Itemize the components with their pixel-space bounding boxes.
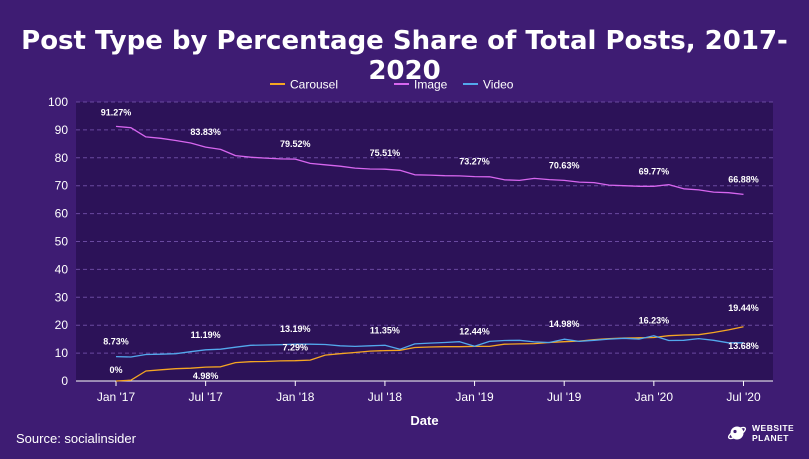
y-tick-label: 70 (55, 179, 69, 193)
x-tick-label: Jan '18 (276, 390, 315, 404)
x-tick-label: Jan '20 (635, 390, 674, 404)
data-label: 13.19% (280, 324, 311, 334)
data-label: 11.35% (370, 325, 400, 335)
x-tick-label: Jul '17 (188, 390, 223, 404)
y-tick-label: 10 (55, 346, 69, 360)
y-tick-label: 60 (55, 207, 69, 221)
legend-label-video: Video (483, 78, 514, 92)
x-tick-label: Jan '19 (455, 390, 494, 404)
data-labels: 91.27% 83.83% 79.52% 75.51% 73.27% 70.63% 69.7… (101, 107, 759, 381)
y-tick-label: 0 (61, 374, 68, 388)
data-label: 75.51% (370, 148, 401, 158)
x-tick-label: Jul '18 (368, 390, 403, 404)
data-label: 66.88% (728, 174, 759, 184)
data-label: 7.29% (283, 343, 309, 353)
series-line-carousel (115, 326, 744, 382)
legend-label-carousel: Carousel (290, 78, 338, 92)
data-label: 12.44% (459, 326, 490, 336)
y-tick-label: 80 (55, 151, 69, 165)
chart-title: Post Type by Percentage Share of Total P… (21, 26, 788, 86)
x-axis: Jan '17 Jul '17 Jan '18 Jul '18 Jan '19 Jul '… (97, 381, 761, 404)
y-axis: 0 10 20 30 40 50 60 70 80 90 100 (48, 95, 773, 388)
y-tick-label: 20 (55, 318, 69, 332)
y-tick-label: 90 (55, 123, 69, 137)
planet-logo-icon (727, 426, 747, 440)
y-tick-label: 30 (55, 290, 69, 304)
chart-legend: Carousel Image Video (270, 78, 514, 92)
data-label: 14.98% (549, 319, 580, 329)
data-label: 83.83% (190, 127, 221, 137)
series-lines (115, 125, 744, 382)
series-line-video (115, 335, 744, 358)
data-label: 4.98% (193, 371, 219, 381)
data-label: 13.68% (728, 341, 759, 351)
website-planet-logo: WEBSITE PLANET (727, 418, 805, 448)
data-label: 70.63% (549, 160, 580, 170)
x-tick-label: Jan '17 (97, 390, 136, 404)
x-tick-label: Jul '19 (547, 390, 582, 404)
data-label: 73.27% (459, 157, 490, 167)
source-note: Source: socialinsider (16, 431, 136, 446)
plot-area (76, 102, 773, 381)
x-tick-label: Jul '20 (726, 390, 761, 404)
x-axis-label: Date (410, 413, 438, 428)
series-line-image (115, 125, 744, 196)
brand-line-2: PLANET (752, 433, 789, 443)
data-label: 0% (109, 365, 122, 375)
brand-line-1: WEBSITE (752, 423, 795, 433)
data-label: 91.27% (101, 107, 132, 117)
data-label: 19.44% (728, 303, 759, 313)
data-label: 69.77% (639, 166, 670, 176)
y-tick-label: 100 (48, 95, 68, 109)
data-label: 79.52% (280, 139, 311, 149)
y-tick-label: 50 (55, 235, 69, 249)
data-label: 8.73% (103, 337, 129, 347)
data-label: 16.23% (639, 316, 670, 326)
legend-label-image: Image (414, 78, 448, 92)
data-label: 11.19% (191, 330, 221, 340)
y-tick-label: 40 (55, 262, 69, 276)
